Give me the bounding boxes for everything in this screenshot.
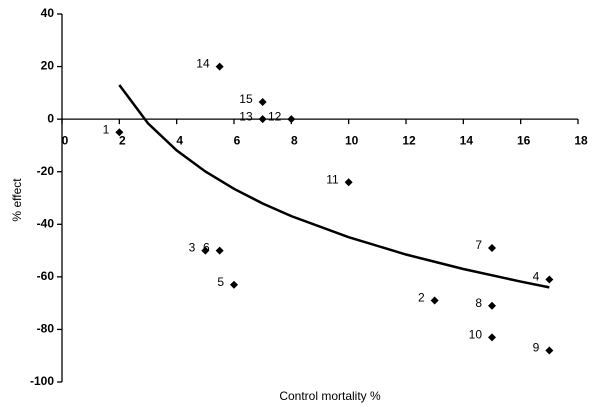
point bbox=[215, 62, 224, 71]
x-tick-label: 6 bbox=[234, 133, 241, 147]
point-label: 7 bbox=[475, 238, 482, 252]
point bbox=[545, 346, 554, 355]
point-label: 10 bbox=[469, 327, 483, 341]
y-tick-label: -20 bbox=[37, 164, 55, 178]
point bbox=[258, 98, 267, 107]
x-tick-label: 12 bbox=[402, 133, 416, 147]
y-tick-label: -40 bbox=[37, 216, 55, 230]
x-tick-label: 4 bbox=[176, 133, 183, 147]
point bbox=[430, 296, 439, 305]
y-tick-label: -60 bbox=[37, 269, 55, 283]
point bbox=[545, 275, 554, 284]
y-tick-label: 0 bbox=[47, 111, 54, 125]
point bbox=[488, 243, 496, 252]
x-tick-label: 16 bbox=[517, 133, 531, 147]
point-label: 6 bbox=[203, 241, 210, 255]
point-label: 8 bbox=[475, 296, 482, 310]
point bbox=[201, 246, 210, 255]
y-tick-label: 40 bbox=[41, 6, 55, 20]
point bbox=[287, 115, 296, 124]
point bbox=[488, 301, 496, 310]
x-tick-label: 10 bbox=[345, 133, 359, 147]
x-tick-label: 18 bbox=[574, 133, 588, 147]
point-label: 4 bbox=[533, 270, 540, 284]
point-label: 3 bbox=[189, 241, 196, 255]
y-axis-label: % effect bbox=[10, 178, 24, 222]
y-tick-label: -100 bbox=[30, 374, 54, 388]
x-tick-label: 2 bbox=[119, 133, 126, 147]
y-tick-label: -80 bbox=[37, 322, 55, 336]
point bbox=[215, 246, 224, 255]
point bbox=[344, 178, 353, 187]
x-axis-label: Control mortality % bbox=[279, 389, 381, 403]
point-label: 14 bbox=[196, 57, 210, 71]
point bbox=[230, 280, 238, 289]
point-label: 13 bbox=[239, 109, 253, 123]
point-label: 1 bbox=[103, 122, 110, 136]
point-label: 9 bbox=[533, 341, 540, 355]
point bbox=[258, 115, 267, 124]
x-tick-label: 0 bbox=[62, 133, 69, 147]
point bbox=[488, 333, 496, 342]
x-tick-label: 8 bbox=[291, 133, 298, 147]
point-label: 2 bbox=[418, 291, 425, 305]
point-label: 15 bbox=[239, 92, 253, 106]
x-tick-label: 14 bbox=[460, 133, 474, 147]
fit-curve bbox=[118, 84, 550, 289]
y-tick-label: 20 bbox=[41, 59, 55, 73]
point bbox=[115, 128, 124, 137]
point-label: 12 bbox=[268, 109, 282, 123]
point-label: 5 bbox=[217, 275, 224, 289]
point-label: 11 bbox=[326, 172, 339, 186]
